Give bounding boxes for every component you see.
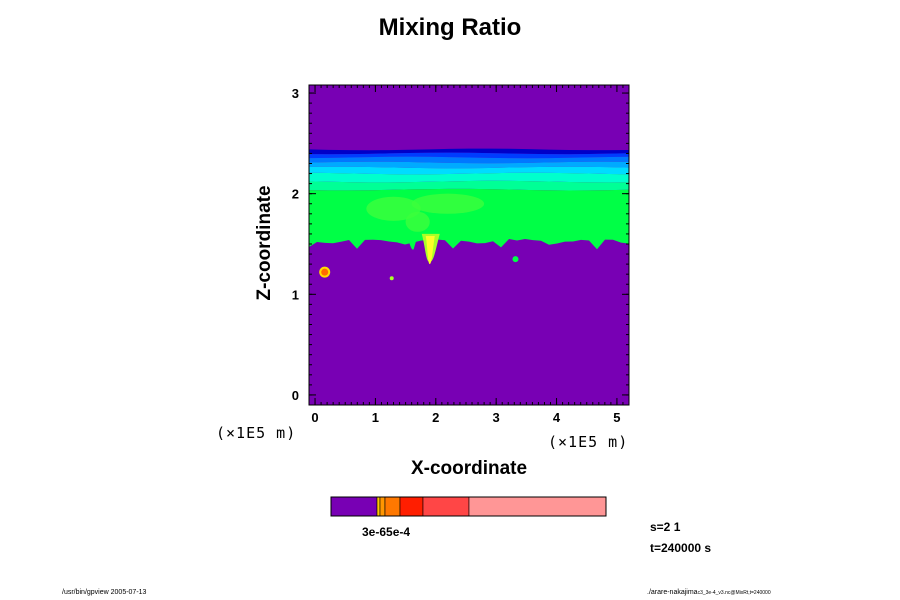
layer-band-4 xyxy=(309,166,629,175)
layer-band-0 xyxy=(309,148,629,155)
x-tick-label-4: 4 xyxy=(553,410,561,425)
colorbar-frame xyxy=(330,496,607,517)
footer-right-main: ./arare-nakajima xyxy=(647,589,698,596)
x-tick-label-2: 2 xyxy=(432,410,439,425)
y-tick-label-1: 1 xyxy=(292,287,299,302)
y-axis-label: Z-coordinate xyxy=(254,185,275,301)
y-unit-label: (×1E5 m) xyxy=(216,424,297,442)
y-tick-label-3: 3 xyxy=(292,86,299,101)
colorbar xyxy=(330,496,607,517)
x-tick-label-1: 1 xyxy=(372,410,379,425)
footer-right-small: c3_3e-4_v3.nc@MixRt,t=240000 xyxy=(697,590,771,596)
colorbar-swatch-0 xyxy=(330,496,378,517)
colorbar-swatch-6 xyxy=(468,496,607,517)
tick-layer: 0 1 2 3 4 5 0 1 2 3 xyxy=(292,85,630,425)
colorbar-swatch-1 xyxy=(376,496,381,517)
info-s: s=2 1 xyxy=(650,520,681,534)
chart-title: Mixing Ratio xyxy=(378,14,522,41)
layer-band-6 xyxy=(309,180,629,191)
colorbar-swatch-3 xyxy=(384,496,401,517)
footer-right: ./arare-nakajimac3_3e-4_v3.nc@MixRt,t=24… xyxy=(647,589,771,596)
speck-2 xyxy=(512,256,519,263)
x-tick-label-0: 0 xyxy=(311,410,318,425)
x-tick-label-5: 5 xyxy=(613,410,620,425)
turbulence-patch-0 xyxy=(366,196,421,221)
layer-band-2 xyxy=(309,156,629,164)
y-tick-label-2: 2 xyxy=(292,187,299,202)
y-tick-label-0: 0 xyxy=(292,388,299,403)
field-layer xyxy=(309,85,629,405)
x-axis-label: X-coordinate xyxy=(410,458,528,479)
speck-1 xyxy=(389,276,394,281)
footer-left: /usr/bin/gpview 2005-07-13 xyxy=(62,589,147,596)
colorbar-swatch-5 xyxy=(422,496,470,517)
x-unit-label: (×1E5 m) xyxy=(548,433,629,451)
colorbar-swatch-4 xyxy=(399,496,424,517)
layer-band-5 xyxy=(309,172,629,183)
x-tick-label-3: 3 xyxy=(493,410,500,425)
colorbar-swatch-2 xyxy=(379,496,386,517)
colorbar-tick-label: 3e-65e-4 xyxy=(362,525,411,539)
layer-band-1 xyxy=(309,152,629,159)
plot-frame xyxy=(308,84,630,406)
info-t: t=240000 s xyxy=(650,541,712,555)
field-background xyxy=(309,85,629,405)
turbulence-patch-1 xyxy=(411,193,485,214)
plume-side xyxy=(405,231,420,250)
layer-band-3 xyxy=(309,161,629,169)
blob-core xyxy=(321,268,329,276)
plume-core xyxy=(425,235,435,265)
turbulence-patch-2 xyxy=(405,211,430,232)
